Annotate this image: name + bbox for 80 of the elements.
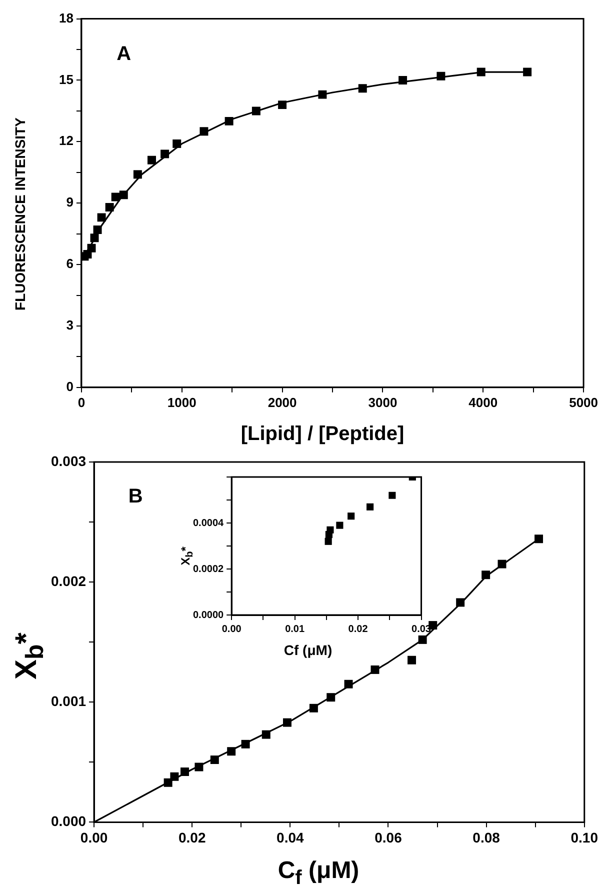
point	[418, 635, 427, 644]
y-axis-title: FLUORESCENCE INTENSITY	[12, 118, 28, 310]
point	[370, 665, 380, 674]
point	[278, 100, 287, 110]
point	[336, 522, 344, 529]
x-axis-title: [Lipid] / [Peptide]	[240, 423, 406, 446]
x-tick-label: 0.02	[178, 829, 206, 846]
x-tick-label: 0.08	[472, 829, 500, 846]
y-tick-label: 0.0002	[192, 564, 224, 575]
point	[210, 756, 219, 764]
point	[105, 202, 114, 212]
point	[119, 190, 128, 200]
x-tick-label: 0.02	[348, 624, 368, 635]
point	[358, 84, 367, 93]
point	[148, 156, 156, 164]
x-tick-label: 0.10	[570, 829, 598, 846]
x-tick-label: 0.00	[80, 829, 108, 846]
y-tick-label: 0.003	[50, 452, 86, 469]
y-tick-label: 0.000	[50, 813, 86, 830]
point	[282, 718, 292, 727]
point	[348, 512, 355, 520]
point	[224, 116, 234, 126]
point	[482, 570, 490, 580]
point	[398, 76, 408, 84]
point	[90, 234, 99, 242]
y-tick-label: 15	[58, 72, 74, 87]
point	[164, 778, 172, 787]
point	[87, 244, 96, 252]
point	[344, 680, 353, 688]
point	[366, 503, 374, 510]
annotation: A	[116, 43, 132, 66]
point	[133, 170, 142, 179]
point	[160, 150, 170, 158]
point	[476, 68, 486, 76]
point	[324, 538, 332, 545]
x-tick-label: 4000	[468, 394, 498, 410]
x-tick-label: 0.01	[285, 624, 305, 635]
y-tick-label: 0.0000	[192, 610, 224, 621]
point	[200, 127, 208, 136]
y-tick-label: 0.0004	[192, 518, 224, 529]
x-tick-label: 2000	[268, 394, 297, 410]
point	[318, 90, 327, 99]
point	[498, 560, 506, 568]
point	[408, 656, 416, 664]
point	[111, 192, 120, 202]
y-tick-label: 3	[66, 318, 74, 333]
y-tick-label: 0.002	[50, 572, 86, 589]
y-tick-label: 0.001	[50, 692, 86, 709]
x-axis-title: Cf (μM)	[282, 642, 334, 658]
x-tick-label: 1000	[167, 394, 196, 410]
x-tick-label: 0.04	[276, 829, 304, 846]
point	[262, 730, 270, 739]
point	[93, 225, 102, 234]
y-tick-label: 18	[58, 10, 74, 26]
point	[523, 68, 532, 76]
point	[170, 772, 179, 781]
point	[180, 768, 189, 776]
x-tick-label: 3000	[368, 394, 398, 410]
point	[241, 740, 250, 748]
point	[309, 704, 318, 712]
point	[326, 693, 336, 702]
point	[326, 526, 334, 534]
x-tick-label: 5000	[569, 394, 598, 410]
point	[388, 492, 396, 499]
x-tick-label: 0.06	[374, 829, 402, 846]
y-tick-label: 6	[66, 256, 74, 272]
x-tick-label: 0.00	[222, 624, 242, 635]
point	[227, 747, 236, 756]
point	[172, 139, 182, 148]
point	[456, 598, 465, 607]
y-tick-label: 12	[58, 133, 74, 148]
point	[97, 213, 106, 222]
y-tick-label: 9	[66, 194, 74, 210]
point	[194, 762, 204, 772]
annotation: B	[128, 486, 143, 508]
x-axis-title: C$_{f}$ (μM)	[276, 857, 360, 890]
point	[436, 72, 446, 80]
point	[252, 106, 260, 116]
point	[534, 534, 544, 544]
y-tick-label: 0	[66, 378, 74, 394]
